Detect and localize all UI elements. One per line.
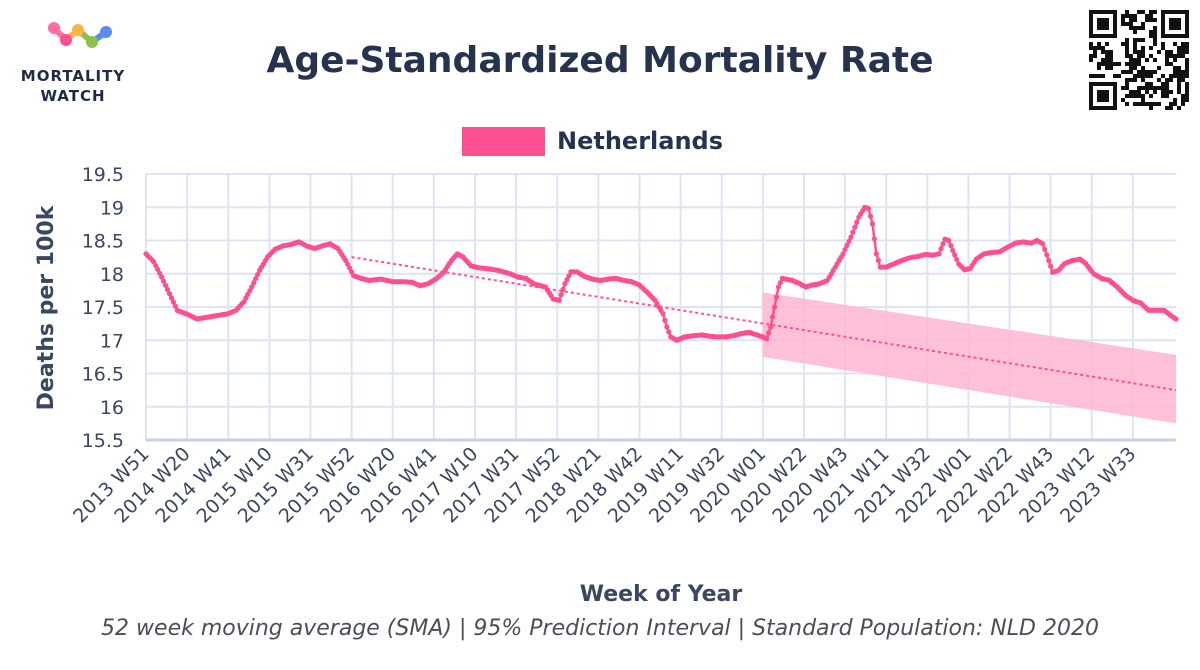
data-point [164,286,171,293]
y-tick-label: 19 [100,197,124,219]
y-tick-label: 18.5 [82,231,124,253]
x-axis-label: Week of Year [580,582,743,607]
y-axis-label: Deaths per 100k [34,204,59,410]
data-point [1042,246,1048,252]
data-point [950,247,956,254]
data-point [871,236,878,242]
y-tick-label: 15.5 [82,430,124,452]
data-point [946,237,952,244]
data-point [666,329,672,335]
data-point [764,336,770,342]
data-point [556,297,562,303]
trend-line [351,256,1177,392]
data-point [866,206,872,212]
data-point [664,324,670,330]
data-point [564,277,570,283]
data-point [954,256,960,262]
legend: Netherlands [462,127,723,156]
data-point [772,304,778,310]
y-tick-label: 16 [100,397,124,419]
grid-lines [145,173,1176,442]
qr-code [1089,10,1189,110]
data-point [873,251,880,257]
data-point [255,272,261,278]
data-point [852,224,858,230]
logo-text: MORTALITY WATCH [8,66,138,106]
data-point [869,221,876,227]
legend-swatch-netherlands [462,127,545,156]
data-point [948,242,954,249]
y-axis-ticks: 15.5 16 16.5 17 17.5 18 18.5 19 19.5 [82,164,124,452]
logo-line-2: WATCH [40,87,106,105]
data-point [560,286,566,292]
data-point [936,251,942,257]
data-point [1044,252,1050,258]
data-point [938,246,944,252]
data-point [850,229,856,235]
data-point [159,274,165,280]
data-point [846,238,852,244]
data-point [161,278,167,284]
chart-title: Age-Standardized Mortality Rate [266,40,934,81]
legend-label-netherlands: Netherlands [557,127,723,155]
data-point [1048,263,1054,269]
y-tick-label: 19.5 [82,164,124,186]
data-point [867,213,874,219]
data-point [768,324,774,330]
data-point [1046,257,1052,264]
data-point [168,295,175,301]
data-point [770,314,776,320]
y-tick-label: 16.5 [82,364,124,386]
data-point [1040,241,1046,247]
y-tick-label: 17.5 [82,297,124,319]
data-point [777,280,784,286]
data-point [558,292,564,298]
data-point [844,242,850,249]
data-point [172,303,178,309]
mortality-watch-logo [48,22,112,48]
data-point [249,284,255,290]
data-point [662,317,668,323]
trend-layer [351,256,1177,392]
data-point [952,252,958,258]
data-point [166,291,173,297]
data-point [170,299,176,305]
prediction-interval-layer [762,292,1176,424]
chart-subtitle: 52 week moving average (SMA) | 95% Predi… [101,616,1099,641]
data-point [566,273,572,279]
data-point [660,311,666,317]
y-tick-label: 18 [100,264,124,286]
data-point [562,281,568,287]
data-point [155,266,161,272]
data-point [940,241,946,247]
data-point [848,234,854,240]
y-tick-label: 17 [100,330,124,352]
data-point [766,330,772,336]
data-point [875,257,882,263]
series-layer [143,204,1179,343]
data-point [842,247,848,253]
data-point [251,280,257,286]
data-point [840,251,846,257]
data-point [775,284,782,290]
data-point [163,282,169,288]
data-point [854,219,860,225]
logo-line-1: MORTALITY [20,67,126,85]
data-point [253,276,259,282]
data-point [773,294,780,300]
prediction-interval-band [762,292,1176,424]
data-point [1173,316,1179,322]
